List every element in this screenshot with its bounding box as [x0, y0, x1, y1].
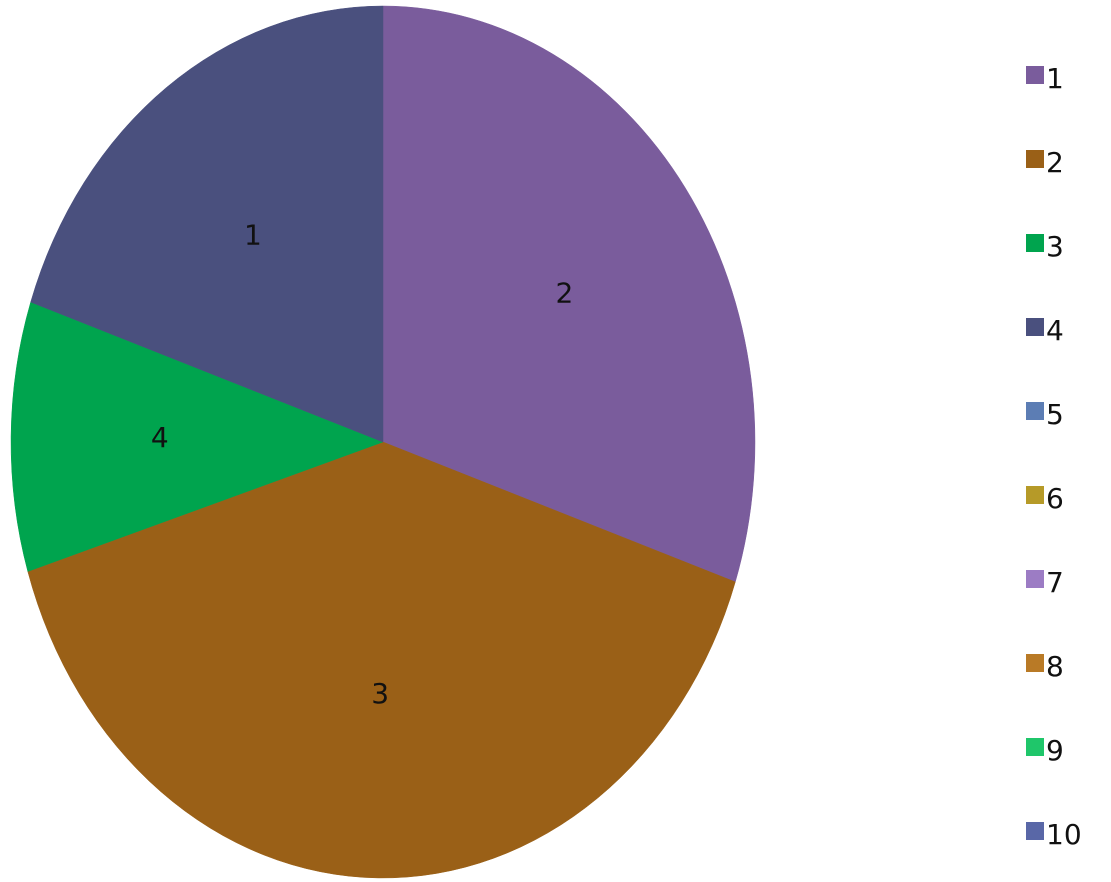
- legend-item-6: 6: [1026, 482, 1064, 515]
- legend-item-2: 2: [1026, 146, 1064, 179]
- legend-swatch-8: [1026, 654, 1044, 672]
- pie-slice-2: [27, 441, 736, 879]
- pie-slice-3: [10, 301, 384, 572]
- pie-data-label-2: 4: [151, 421, 169, 454]
- legend-label-3: 3: [1046, 230, 1064, 263]
- legend-item-1: 1: [1026, 62, 1064, 95]
- legend-swatch-6: [1026, 486, 1044, 504]
- pie-data-label-3: 1: [244, 219, 262, 252]
- legend-swatch-5: [1026, 402, 1044, 420]
- legend-label-7: 7: [1046, 566, 1064, 599]
- legend-item-10: 10: [1026, 818, 1082, 851]
- pie-slices: [10, 5, 756, 879]
- legend-label-8: 8: [1046, 650, 1064, 683]
- legend-swatch-4: [1026, 318, 1044, 336]
- legend-label-2: 2: [1046, 146, 1064, 179]
- legend-label-9: 9: [1046, 734, 1064, 767]
- legend-item-5: 5: [1026, 398, 1064, 431]
- legend-label-5: 5: [1046, 398, 1064, 431]
- pie-data-label-0: 2: [555, 277, 573, 310]
- legend-swatch-3: [1026, 234, 1044, 252]
- legend-swatch-2: [1026, 150, 1044, 168]
- legend-label-1: 1: [1046, 62, 1064, 95]
- legend-item-4: 4: [1026, 314, 1064, 347]
- legend-label-4: 4: [1046, 314, 1064, 347]
- legend-item-3: 3: [1026, 230, 1064, 263]
- legend-swatch-10: [1026, 822, 1044, 840]
- legend-swatch-9: [1026, 738, 1044, 756]
- pie-slice-1: [382, 5, 756, 583]
- chart-legend: 1 2 3 4 5 6 7 8 9 10: [1026, 62, 1082, 851]
- legend-item-8: 8: [1026, 650, 1064, 683]
- legend-swatch-7: [1026, 570, 1044, 588]
- legend-item-7: 7: [1026, 566, 1064, 599]
- legend-swatch-1: [1026, 66, 1044, 84]
- legend-item-9: 9: [1026, 734, 1064, 767]
- pie-slice-4: [30, 5, 384, 443]
- legend-label-6: 6: [1046, 482, 1064, 515]
- pie-data-label-1: 3: [371, 677, 389, 710]
- legend-label-10: 10: [1046, 818, 1082, 851]
- pie-data-labels: 2 3 4 1: [151, 219, 573, 710]
